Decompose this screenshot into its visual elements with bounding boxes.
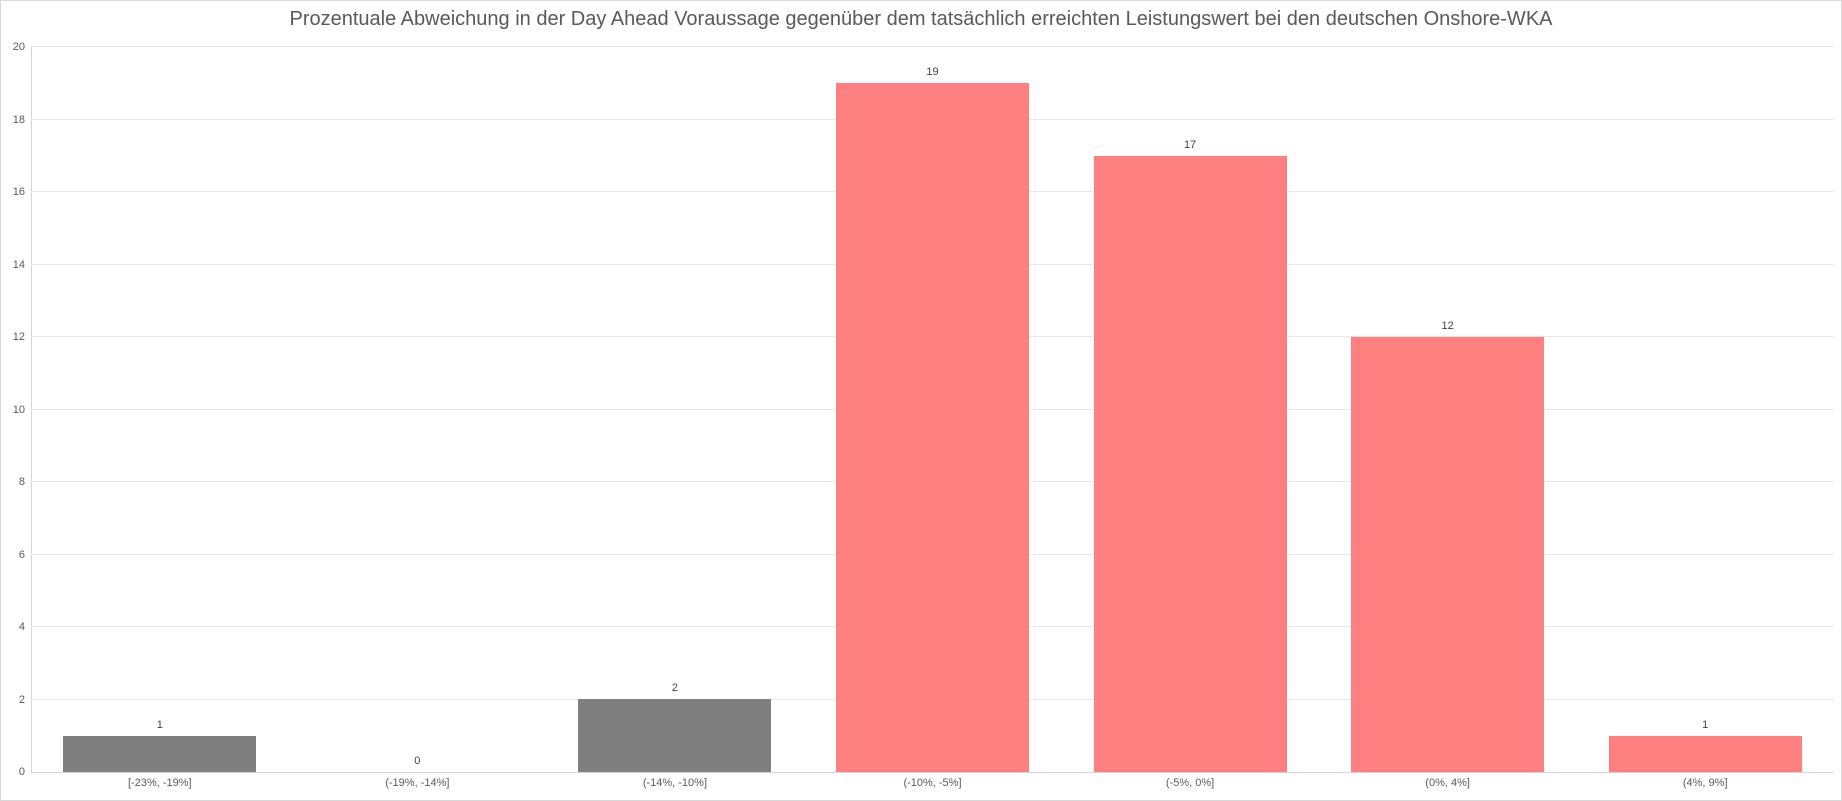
y-tick-label-6: 6: [18, 548, 25, 561]
bar-4: [836, 83, 1029, 772]
x-tick-label-5: (-5%, 0%]: [1165, 777, 1215, 789]
y-axis-labels: 0 2 4 6 8 10 12 14 16 18 20: [1, 41, 25, 778]
bar-3: [578, 699, 772, 772]
y-tick-label-20: 20: [12, 41, 25, 53]
y-tick-label-8: 8: [18, 476, 25, 488]
bar-5: [1093, 156, 1287, 772]
y-tick-label-4: 4: [18, 621, 25, 633]
bar-7: [1608, 736, 1802, 772]
x-tick-label-6: (0%, 4%]: [1425, 777, 1470, 789]
y-tick-label-18: 18: [12, 113, 25, 126]
gridline-y20: [31, 46, 1834, 47]
bar-value-label-1: 1: [156, 719, 163, 731]
y-tick-label-2: 2: [18, 693, 25, 706]
y-tick-label-0: 0: [18, 766, 25, 778]
y-tick-label-16: 16: [12, 186, 25, 198]
gridline-y0: [31, 772, 1834, 773]
bar-value-label-3: 2: [671, 682, 678, 694]
bar-value-label-6: 12: [1441, 320, 1454, 332]
bar-value-label-7: 1: [1702, 719, 1709, 731]
bar-6: [1351, 337, 1545, 772]
x-tick-label-1: [-23%, -19%]: [127, 777, 192, 789]
bar-value-label-5: 17: [1183, 139, 1197, 151]
chart-title: Prozentuale Abweichung in der Day Ahead …: [289, 8, 1553, 30]
x-tick-label-4: (-10%, -5%]: [903, 777, 962, 789]
bar-value-label-4: 19: [926, 66, 939, 78]
y-tick-label-14: 14: [12, 258, 25, 271]
x-axis-labels: [-23%, -19%] (-19%, -14%] (-14%, -10%] (-10…: [31, 774, 1834, 796]
x-tick-label-7: (4%, 9%]: [1682, 777, 1728, 789]
y-tick-label-10: 10: [12, 403, 25, 416]
y-axis-line: [31, 47, 32, 772]
x-tick-label-2: (-19%, -14%]: [385, 777, 450, 789]
bar-1: [63, 736, 257, 772]
x-tick-label-3: (-14%, -10%]: [642, 777, 708, 789]
plot-area: 1 0 2 19 17 12 1: [31, 46, 1834, 773]
bar-value-label-2: 0: [414, 755, 421, 767]
y-tick-label-12: 12: [12, 331, 25, 343]
